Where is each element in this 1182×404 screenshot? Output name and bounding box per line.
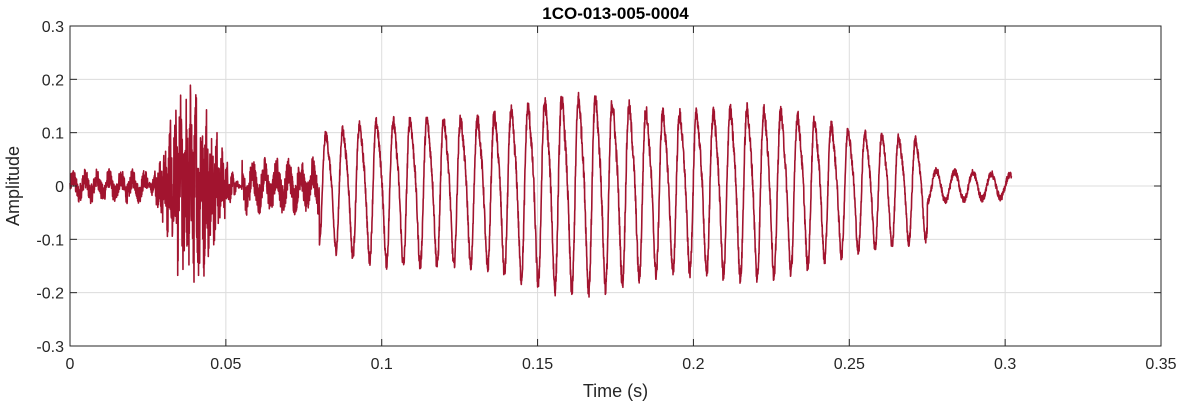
y-tick-label: 0.3 [42,19,64,36]
x-tick-label: 0.15 [522,356,553,373]
y-tick-label: -0.3 [36,339,64,356]
y-tick-label: 0.1 [42,126,64,143]
x-tick-label: 0.35 [1145,356,1176,373]
chart-title: 1CO-013-005-0004 [542,4,689,23]
x-tick-label: 0.3 [994,356,1016,373]
axis-ticks: 0 0.05 0.1 0.15 0.2 0.25 0.3 0.35 -0.3 -0.2 -0.1 0 0… [36,19,1176,373]
waveform-line [69,84,1013,298]
y-tick-label: 0 [55,179,64,196]
x-tick-label: 0.05 [210,356,241,373]
x-tick-label: 0.25 [834,356,865,373]
y-axis-label: Amplitude [3,146,23,226]
x-tick-label: 0 [66,356,75,373]
y-tick-label: -0.1 [36,232,64,249]
y-tick-label: -0.2 [36,286,64,303]
y-tick-label: 0.2 [42,72,64,89]
waveform-series [69,84,1013,298]
x-tick-label: 0.2 [682,356,704,373]
x-axis-label: Time (s) [583,381,648,401]
x-tick-label: 0.1 [371,356,393,373]
